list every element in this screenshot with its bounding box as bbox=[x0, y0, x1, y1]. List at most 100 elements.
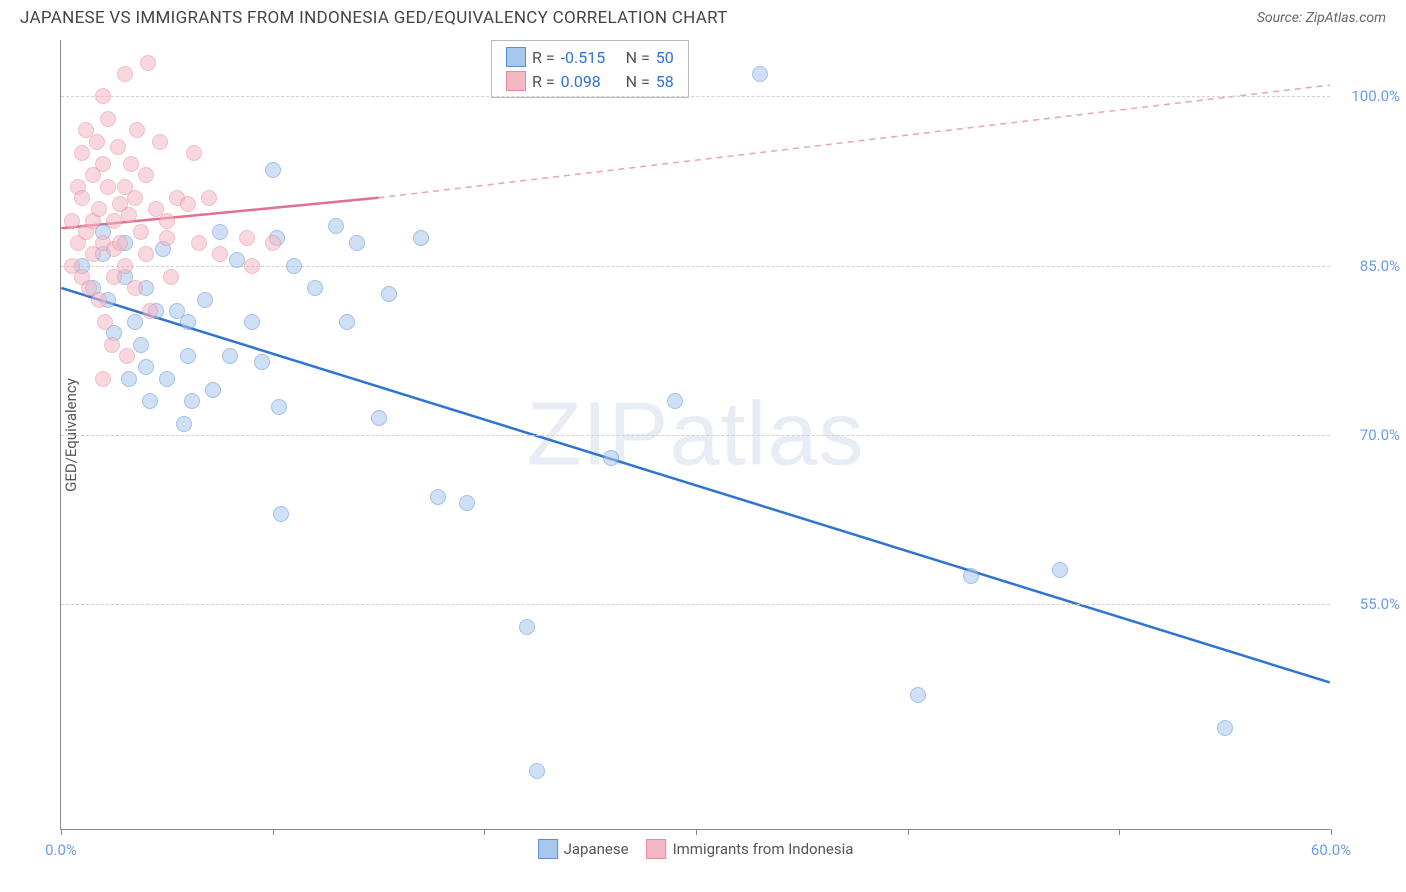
data-point bbox=[112, 235, 128, 251]
data-point bbox=[265, 235, 281, 251]
data-point bbox=[95, 371, 111, 387]
data-point bbox=[339, 314, 355, 330]
data-point bbox=[121, 207, 137, 223]
data-point bbox=[95, 156, 111, 172]
series-legend: Japanese Immigrants from Indonesia bbox=[538, 839, 854, 859]
data-point bbox=[328, 218, 344, 234]
data-point bbox=[1052, 562, 1068, 578]
swatch-indonesia-icon bbox=[647, 839, 667, 859]
data-point bbox=[180, 348, 196, 364]
chart-source: Source: ZipAtlas.com bbox=[1257, 10, 1386, 26]
data-point bbox=[138, 167, 154, 183]
data-point bbox=[349, 235, 365, 251]
data-point bbox=[184, 393, 200, 409]
data-point bbox=[254, 354, 270, 370]
data-point bbox=[244, 314, 260, 330]
data-point bbox=[176, 416, 192, 432]
data-point bbox=[459, 495, 475, 511]
data-point bbox=[529, 763, 545, 779]
data-point bbox=[180, 314, 196, 330]
data-point bbox=[142, 303, 158, 319]
x-tick bbox=[61, 829, 62, 835]
x-tick-label: 60.0% bbox=[1311, 841, 1351, 859]
chart-header: JAPANESE VS IMMIGRANTS FROM INDONESIA GE… bbox=[0, 0, 1406, 32]
data-point bbox=[159, 230, 175, 246]
data-point bbox=[123, 156, 139, 172]
data-point bbox=[97, 314, 113, 330]
x-tick bbox=[484, 829, 485, 835]
data-point bbox=[371, 410, 387, 426]
x-tick bbox=[1119, 829, 1120, 835]
data-point bbox=[100, 111, 116, 127]
legend-row-indonesia: R = 0.098 N = 58 bbox=[506, 69, 674, 93]
data-point bbox=[91, 201, 107, 217]
data-point bbox=[74, 190, 90, 206]
swatch-japanese bbox=[506, 47, 526, 67]
y-tick-label: 85.0% bbox=[1360, 257, 1400, 275]
data-point bbox=[519, 619, 535, 635]
data-point bbox=[159, 213, 175, 229]
data-point bbox=[117, 258, 133, 274]
data-point bbox=[271, 399, 287, 415]
data-point bbox=[413, 230, 429, 246]
data-point bbox=[121, 371, 137, 387]
data-point bbox=[74, 145, 90, 161]
y-tick-label: 55.0% bbox=[1360, 595, 1400, 613]
data-point bbox=[205, 382, 221, 398]
legend-item-indonesia: Immigrants from Indonesia bbox=[647, 839, 854, 859]
data-point bbox=[201, 190, 217, 206]
data-point bbox=[273, 506, 289, 522]
data-point bbox=[752, 66, 768, 82]
data-point bbox=[133, 224, 149, 240]
gridline bbox=[61, 96, 1330, 97]
legend-row-japanese: R = -0.515 N = 50 bbox=[506, 45, 674, 69]
data-point bbox=[95, 88, 111, 104]
data-point bbox=[191, 235, 207, 251]
data-point bbox=[265, 162, 281, 178]
data-point bbox=[963, 568, 979, 584]
data-point bbox=[910, 687, 926, 703]
y-tick-label: 70.0% bbox=[1360, 426, 1400, 444]
data-point bbox=[100, 179, 116, 195]
legend-item-japanese: Japanese bbox=[538, 839, 629, 859]
data-point bbox=[127, 314, 143, 330]
data-point bbox=[180, 196, 196, 212]
data-point bbox=[667, 393, 683, 409]
x-tick bbox=[1331, 829, 1332, 835]
data-point bbox=[89, 134, 105, 150]
data-point bbox=[222, 348, 238, 364]
data-point bbox=[229, 252, 245, 268]
gridline bbox=[61, 604, 1330, 605]
data-point bbox=[138, 246, 154, 262]
chart-title: JAPANESE VS IMMIGRANTS FROM INDONESIA GE… bbox=[20, 8, 728, 28]
data-point bbox=[142, 393, 158, 409]
data-point bbox=[159, 371, 175, 387]
data-point bbox=[239, 230, 255, 246]
data-point bbox=[430, 489, 446, 505]
data-point bbox=[163, 269, 179, 285]
data-point bbox=[1217, 720, 1233, 736]
scatter-chart: GED/Equivalency ZIPatlas R = -0.515 N = … bbox=[60, 40, 1330, 830]
data-point bbox=[212, 246, 228, 262]
data-point bbox=[140, 55, 156, 71]
data-point bbox=[244, 258, 260, 274]
data-point bbox=[110, 139, 126, 155]
data-point bbox=[91, 292, 107, 308]
data-point bbox=[106, 213, 122, 229]
data-point bbox=[138, 359, 154, 375]
data-point bbox=[133, 337, 149, 353]
data-point bbox=[381, 286, 397, 302]
data-point bbox=[117, 66, 133, 82]
data-point bbox=[127, 190, 143, 206]
data-point bbox=[127, 280, 143, 296]
data-point bbox=[64, 213, 80, 229]
data-point bbox=[197, 292, 213, 308]
x-tick bbox=[696, 829, 697, 835]
x-tick bbox=[273, 829, 274, 835]
data-point bbox=[603, 450, 619, 466]
x-tick bbox=[908, 829, 909, 835]
swatch-japanese-icon bbox=[538, 839, 558, 859]
data-point bbox=[129, 122, 145, 138]
data-point bbox=[307, 280, 323, 296]
data-point bbox=[212, 224, 228, 240]
